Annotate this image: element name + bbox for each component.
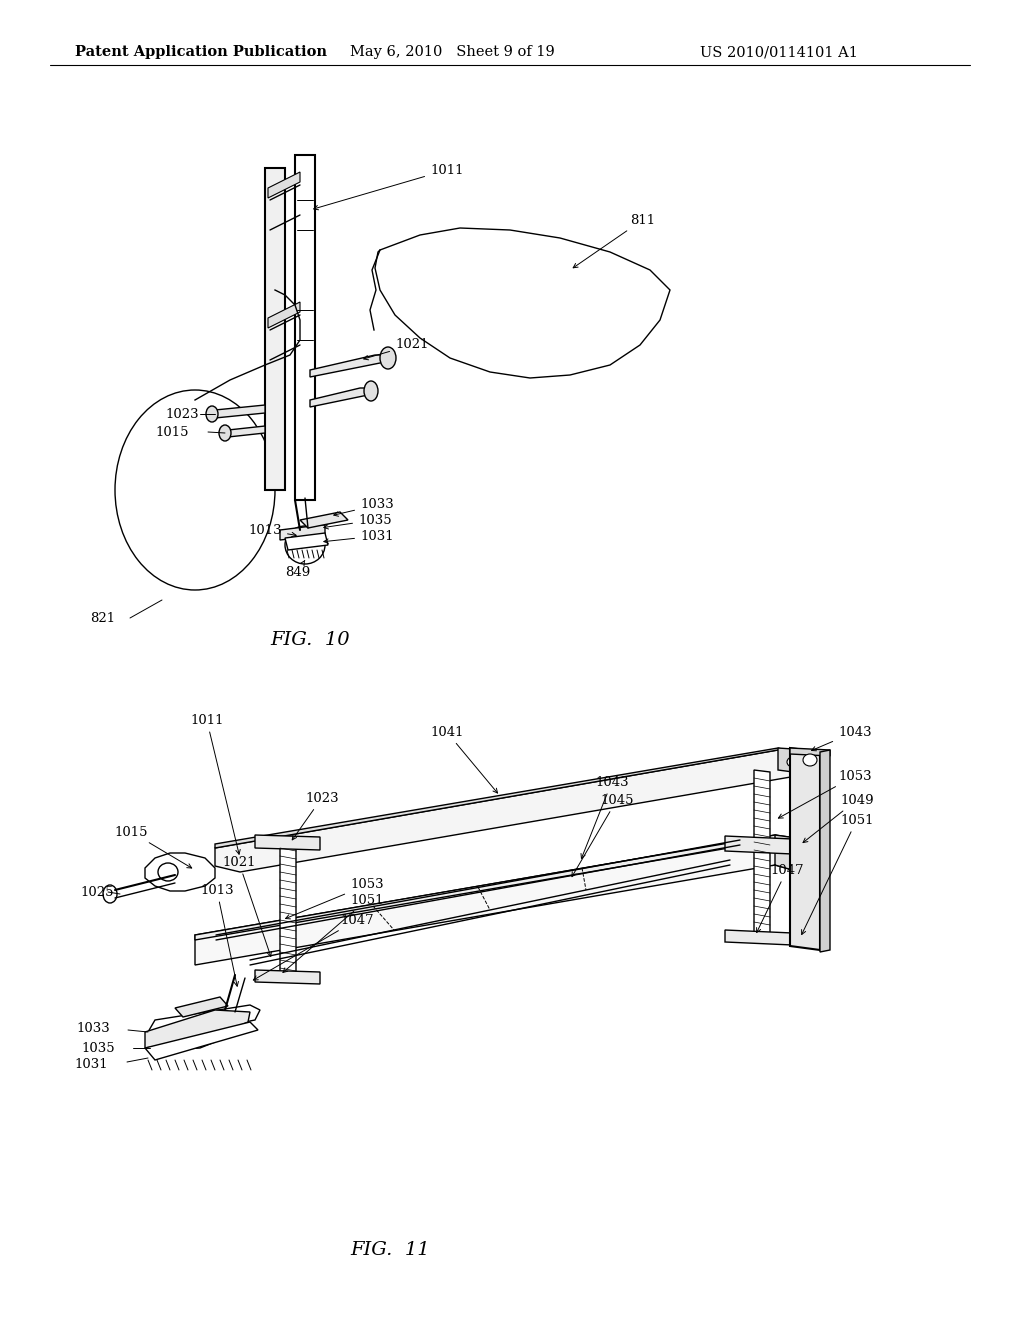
Text: 849: 849 <box>285 560 310 578</box>
Polygon shape <box>145 1022 258 1060</box>
Polygon shape <box>725 836 815 855</box>
Text: US 2010/0114101 A1: US 2010/0114101 A1 <box>700 45 858 59</box>
Text: 1013: 1013 <box>249 524 296 537</box>
Text: 1021: 1021 <box>364 338 428 360</box>
Polygon shape <box>725 931 815 946</box>
Ellipse shape <box>380 347 396 370</box>
Polygon shape <box>195 836 810 965</box>
Text: 821: 821 <box>90 611 115 624</box>
Text: 1015: 1015 <box>155 425 188 438</box>
Text: 1049: 1049 <box>803 793 873 842</box>
Polygon shape <box>145 853 215 891</box>
Text: 1035: 1035 <box>81 1041 115 1055</box>
Polygon shape <box>268 172 300 198</box>
Ellipse shape <box>219 425 231 441</box>
Ellipse shape <box>803 754 817 766</box>
Polygon shape <box>280 840 296 978</box>
Text: 1051: 1051 <box>802 813 873 935</box>
Text: 1023: 1023 <box>292 792 339 840</box>
Text: 1051: 1051 <box>283 894 384 973</box>
Text: 1053: 1053 <box>778 770 871 818</box>
Polygon shape <box>148 1005 260 1049</box>
Text: 1033: 1033 <box>334 499 394 516</box>
Polygon shape <box>215 748 808 847</box>
Text: 1023: 1023 <box>165 408 199 421</box>
Ellipse shape <box>115 389 275 590</box>
Text: 1033: 1033 <box>76 1022 110 1035</box>
Text: FIG.  11: FIG. 11 <box>350 1241 430 1259</box>
Polygon shape <box>280 525 325 540</box>
Text: 1047: 1047 <box>757 863 804 932</box>
Text: 1011: 1011 <box>313 164 464 210</box>
Text: May 6, 2010   Sheet 9 of 19: May 6, 2010 Sheet 9 of 19 <box>350 45 555 59</box>
Polygon shape <box>790 748 830 756</box>
Polygon shape <box>255 970 319 983</box>
Polygon shape <box>175 997 228 1016</box>
Ellipse shape <box>206 407 218 422</box>
Polygon shape <box>215 405 265 418</box>
Polygon shape <box>775 836 810 875</box>
Polygon shape <box>195 836 810 940</box>
Polygon shape <box>145 1010 250 1048</box>
Polygon shape <box>228 426 265 437</box>
Ellipse shape <box>285 525 325 564</box>
Text: FIG.  10: FIG. 10 <box>270 631 350 649</box>
Text: 1045: 1045 <box>572 793 634 876</box>
Polygon shape <box>310 355 385 378</box>
Text: 1031: 1031 <box>75 1059 108 1072</box>
Polygon shape <box>268 302 300 327</box>
Text: 1021: 1021 <box>222 855 271 957</box>
Polygon shape <box>300 512 348 528</box>
Polygon shape <box>285 533 328 550</box>
Polygon shape <box>790 748 820 950</box>
Polygon shape <box>265 168 285 490</box>
Polygon shape <box>215 750 808 873</box>
Text: 1031: 1031 <box>324 529 393 544</box>
Text: 1053: 1053 <box>286 879 384 919</box>
Polygon shape <box>820 750 830 952</box>
Text: 1035: 1035 <box>324 513 391 529</box>
Text: 1041: 1041 <box>430 726 498 793</box>
Text: 1015: 1015 <box>115 825 191 869</box>
Text: 1047: 1047 <box>253 913 374 979</box>
Text: 1013: 1013 <box>200 883 239 986</box>
Ellipse shape <box>364 381 378 401</box>
Polygon shape <box>310 388 368 407</box>
Ellipse shape <box>103 884 117 903</box>
Polygon shape <box>754 770 770 935</box>
Ellipse shape <box>158 863 178 880</box>
Text: Patent Application Publication: Patent Application Publication <box>75 45 327 59</box>
Text: 1043: 1043 <box>581 776 629 858</box>
Polygon shape <box>778 748 808 774</box>
Polygon shape <box>295 154 315 500</box>
Text: 811: 811 <box>573 214 655 268</box>
Polygon shape <box>255 836 319 850</box>
Text: 1043: 1043 <box>812 726 871 751</box>
Ellipse shape <box>787 756 799 767</box>
Text: 1025: 1025 <box>80 886 114 899</box>
Text: 1011: 1011 <box>190 714 241 854</box>
Polygon shape <box>375 228 670 378</box>
